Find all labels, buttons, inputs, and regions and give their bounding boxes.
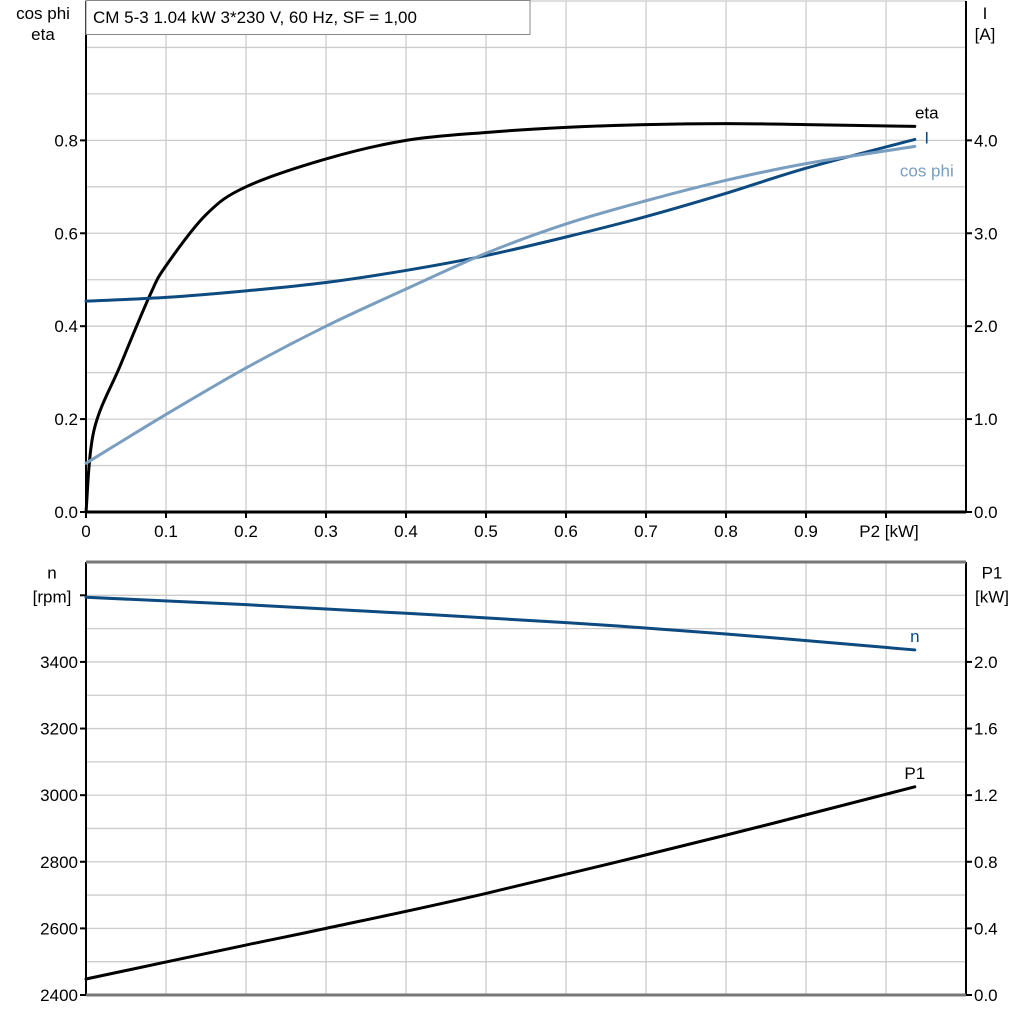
y-axis-label-left: cos phi: [16, 4, 70, 23]
top-plot: 0.0 0.2 0.4 0.6 0.8 0.0 1.0 2.0 3.0 4.0 cos phi eta…: [16, 0, 998, 541]
x-tick-label: 0: [81, 522, 90, 541]
y-tick-label-left: 3200: [40, 720, 78, 739]
series-label-I: I: [924, 128, 929, 147]
y-tick-label-right: 2.0: [974, 317, 998, 336]
y-axis-label-right: P1: [982, 563, 1003, 582]
y-tick-label-left: 0.2: [54, 410, 78, 429]
title-box: [85, 0, 531, 35]
x-axis-label: P2 [kW]: [859, 522, 919, 541]
series-label-eta: eta: [915, 103, 939, 122]
y-tick-label-right: 1.2: [974, 786, 998, 805]
x-tick-label: 0.3: [314, 522, 338, 541]
x-tick-label: 0.7: [634, 522, 658, 541]
series-line-n: [84, 595, 917, 652]
series-label-P1: P1: [904, 764, 925, 783]
x-tick-label: 0.4: [394, 522, 418, 541]
y-tick-label-left: 2400: [40, 986, 78, 1005]
series-line-eta: [84, 122, 917, 514]
y-tick-label-right: 4.0: [974, 131, 998, 150]
x-tick-label: 0.1: [154, 522, 178, 541]
y-axis-label-right: [A]: [975, 25, 996, 44]
chart-title: CM 5-3 1.04 kW 3*230 V, 60 Hz, SF = 1,00: [93, 8, 417, 27]
y-axis-label-left: n: [47, 563, 56, 582]
y-tick-label-right: 0.4: [974, 919, 998, 938]
x-tick-label: 0.2: [234, 522, 258, 541]
y-tick-label-right: 1.0: [974, 410, 998, 429]
bottom-plot: 2400 2600 2800 3000 3200 3400 0.0 0.4 0.8 1.2 1.6 2…: [33, 560, 1009, 1005]
y-tick-label-right: 3.0: [974, 224, 998, 243]
y-tick-label-right: 0.0: [974, 503, 998, 522]
y-tick-label-right: 0.8: [974, 853, 998, 872]
x-tick-label: 0.6: [554, 522, 578, 541]
x-tick-label: 0.8: [714, 522, 738, 541]
y-tick-label-left: 0.0: [54, 503, 78, 522]
series-line-I: [84, 137, 917, 303]
series-label-cos-phi: cos phi: [900, 161, 954, 180]
y-axis-label-left: [rpm]: [33, 587, 72, 606]
y-tick-label-right: 2.0: [974, 653, 998, 672]
y-tick-label-left: 3000: [40, 786, 78, 805]
y-axis-label-right: [kW]: [975, 587, 1009, 606]
series-line-cos-phi: [84, 144, 917, 465]
y-tick-label-left: 3400: [40, 653, 78, 672]
y-tick-label-left: 2800: [40, 853, 78, 872]
y-tick-label-left: 2600: [40, 919, 78, 938]
y-tick-label-right: 1.6: [974, 720, 998, 739]
y-tick-label-left: 0.8: [54, 131, 78, 150]
y-axis-label-left: eta: [31, 25, 55, 44]
y-tick-label-left: 0.6: [54, 224, 78, 243]
y-tick-label-left: 0.4: [54, 317, 78, 336]
series-label-n: n: [910, 627, 919, 646]
x-tick-label: 0.9: [794, 522, 818, 541]
y-tick-label-right: 0.0: [974, 986, 998, 1005]
series-line-P1: [84, 785, 917, 981]
x-tick-label: 0.5: [474, 522, 498, 541]
y-axis-label-right: I: [983, 4, 988, 23]
